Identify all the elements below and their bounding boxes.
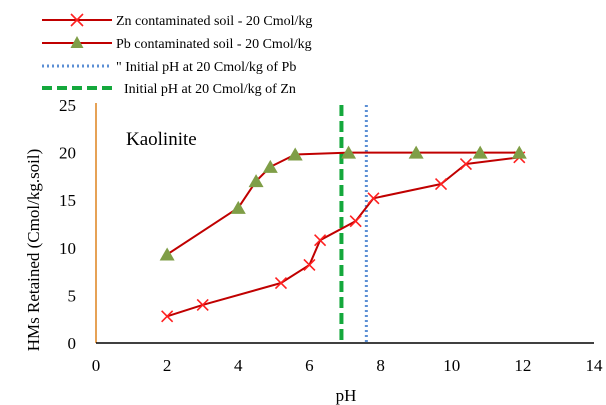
pb-data-point: [230, 200, 246, 214]
legend-entry-zn: Zn contaminated soil - 20 Cmol/kg: [42, 13, 312, 29]
legend-label-pb: Pb contaminated soil - 20 Cmol/kg: [116, 37, 312, 52]
pb-data-point: [472, 145, 488, 159]
x-tick-label: 12: [514, 356, 531, 375]
y-tick-label: 0: [68, 334, 77, 353]
pb-data-point: [159, 247, 175, 261]
zn-data-point: [434, 177, 448, 191]
zn-data-point: [314, 234, 327, 247]
y-tick-label: 25: [59, 96, 76, 115]
legend-label-pb-initial-ph: " Initial pH at 20 Cmol/kg of Pb: [116, 60, 296, 75]
y-tick-label: 15: [59, 191, 76, 210]
y-axis-title: HMs Retained (Cmol/kg.soil): [24, 149, 43, 352]
pb-data-point: [287, 147, 303, 161]
legend-label-zn: Zn contaminated soil - 20 Cmol/kg: [116, 14, 312, 29]
zn-data-point: [349, 215, 362, 228]
x-tick-label: 4: [234, 356, 243, 375]
pb-data-point: [341, 145, 357, 159]
pb-data-point: [262, 159, 278, 173]
zn-series-line: [166, 156, 520, 318]
pb-data-point: [248, 174, 264, 188]
zn-data-point: [459, 157, 473, 171]
legend: Zn contaminated soil - 20 Cmol/kg Pb con…: [42, 13, 312, 97]
x-tick-label: 6: [305, 356, 314, 375]
zn-data-point: [274, 276, 288, 290]
x-tick-label: 8: [376, 356, 385, 375]
legend-label-zn-initial-ph: Initial pH at 20 Cmol/kg of Zn: [124, 82, 296, 97]
x-tick-label: 14: [586, 356, 604, 375]
x-tick-label: 2: [163, 356, 172, 375]
zn-data-point: [161, 310, 174, 323]
y-tick-label: 5: [68, 286, 77, 305]
pb-data-point: [511, 145, 527, 159]
y-tick-label: 10: [59, 239, 76, 258]
legend-entry-pb: Pb contaminated soil - 20 Cmol/kg: [42, 36, 312, 52]
legend-entry-pb-initial-ph: " Initial pH at 20 Cmol/kg of Pb: [42, 60, 296, 75]
legend-marker-pb: [70, 36, 84, 48]
chart-annotation: Kaolinite: [126, 129, 197, 150]
legend-marker-zn: [70, 13, 84, 27]
x-axis-title: pH: [336, 386, 357, 405]
zn-data-point: [367, 192, 380, 205]
zn-data-point: [303, 258, 316, 272]
zn-data-point: [196, 298, 209, 311]
y-tick-label: 20: [59, 144, 76, 163]
x-tick-label: 10: [443, 356, 460, 375]
pb-data-point: [408, 145, 424, 159]
legend-entry-zn-initial-ph: Initial pH at 20 Cmol/kg of Zn: [42, 82, 296, 97]
plot-area: 0 2 4 6 8 10 12 14 0 5 10 15 20 25: [59, 96, 603, 375]
x-tick-label: 0: [92, 356, 101, 375]
